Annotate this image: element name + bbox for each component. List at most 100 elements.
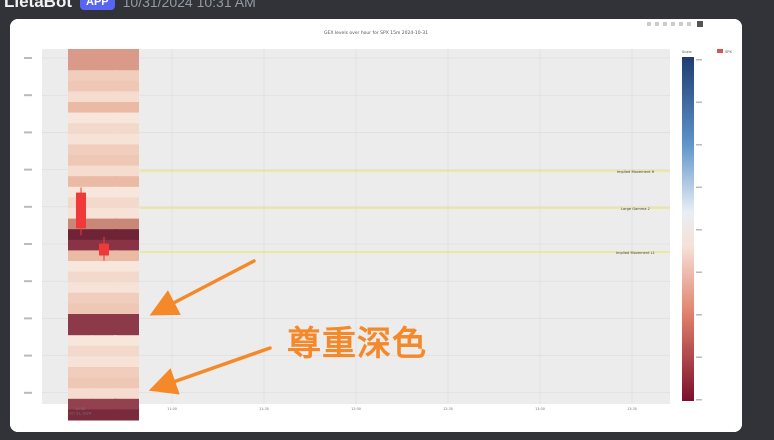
legend-swatch	[717, 49, 723, 53]
x-tick-label: 10:30	[75, 407, 85, 411]
heatmap-cell	[68, 123, 93, 135]
heatmap-cell	[68, 377, 93, 389]
heatmap-cell	[92, 208, 117, 220]
heatmap-cell	[68, 367, 93, 379]
x-tick-label: 11:30	[259, 407, 269, 411]
heatmap-cell	[114, 144, 139, 156]
heatmap-cell	[68, 176, 93, 188]
annotation-implied-low: Implied Movement L1	[616, 251, 655, 255]
autoscale-icon[interactable]	[687, 22, 691, 26]
heatmap-cell	[68, 271, 93, 283]
heatmap-cell	[68, 155, 93, 167]
heatmap-cell	[68, 356, 93, 368]
heatmap-cell	[68, 49, 93, 61]
heatmap-cell	[92, 218, 117, 230]
zoom-in-icon[interactable]	[671, 22, 675, 26]
bot-username[interactable]: LietaBot	[4, 0, 72, 11]
heatmap-cell	[68, 112, 93, 124]
heatmap-cell	[92, 144, 117, 156]
x-tick-label: 13:00	[535, 407, 545, 411]
legend-entry-label: SPX	[725, 50, 732, 54]
y-tick-label	[24, 317, 32, 320]
heatmap-cell	[114, 282, 139, 294]
heatmap-cell	[92, 282, 117, 294]
candle-body	[76, 192, 86, 229]
annotation-implied-high: Implied Movement H	[617, 170, 655, 174]
heatmap-cell	[114, 388, 139, 400]
heatmap-cell	[92, 292, 117, 304]
heatmap-cell	[114, 398, 139, 410]
heatmap-cell	[114, 324, 139, 336]
heatmap-cell	[114, 218, 139, 230]
heatmap-cell	[114, 155, 139, 167]
y-tick-label	[24, 243, 32, 245]
heatmap-cell	[114, 91, 139, 103]
heatmap-cell	[92, 112, 117, 124]
y-axis-ticks	[24, 57, 32, 394]
colorbar-tick	[696, 59, 702, 61]
chart-title: GEX levels over hour for SPX 15m 2024-10…	[324, 30, 428, 36]
heatmap-cell	[92, 133, 117, 145]
heatmap-cell	[114, 377, 139, 389]
heatmap-cell	[114, 80, 139, 92]
colorbar-title: Scale	[682, 50, 692, 54]
heatmap-cell	[114, 186, 139, 198]
heatmap-cell	[114, 292, 139, 304]
colorbar-gradient	[682, 57, 694, 401]
heatmap-cell	[114, 102, 139, 114]
pan-icon[interactable]	[663, 22, 667, 26]
colorbar: Scale	[682, 50, 702, 401]
heatmap-cell	[114, 314, 139, 326]
zoom-out-icon[interactable]	[679, 22, 683, 26]
y-tick-label	[24, 280, 32, 283]
heatmap-cell	[92, 176, 117, 188]
y-tick-label	[24, 131, 32, 134]
heatmap-cell	[68, 409, 93, 421]
heatmap-cell	[114, 59, 139, 71]
heatmap-cell	[92, 186, 117, 198]
heatmap-cell	[92, 324, 117, 336]
heatmap-cell	[114, 176, 139, 188]
heatmap-cell	[68, 250, 93, 262]
heatmap-cell	[114, 261, 139, 273]
zoom-icon[interactable]	[655, 22, 659, 26]
heatmap-cell	[68, 388, 93, 400]
heatmap-cell	[68, 345, 93, 357]
camera-icon[interactable]	[647, 22, 651, 26]
y-tick-label	[24, 354, 32, 357]
heatmap-cells	[68, 49, 139, 421]
chart-legend[interactable]: SPX	[717, 49, 732, 54]
heatmap-cell	[114, 165, 139, 177]
callout-text: 尊重深色	[287, 324, 427, 364]
heatmap-cell	[114, 70, 139, 82]
message-timestamp[interactable]: 10/31/2024 10:31 AM	[122, 0, 256, 10]
heatmap-cell	[92, 388, 117, 400]
heatmap-cell	[68, 59, 93, 71]
chart-image-attachment[interactable]: GEX levels over hour for SPX 15m 2024-10…	[10, 19, 742, 432]
heatmap-cell	[92, 261, 117, 273]
heatmap-cell	[68, 324, 93, 336]
heatmap-cell	[92, 229, 117, 241]
heatmap-cell	[68, 102, 93, 114]
y-tick-label	[24, 168, 32, 171]
heatmap-cell	[114, 229, 139, 241]
heatmap-cell	[114, 335, 139, 347]
x-tick-label: Oct 31, 2024	[69, 412, 91, 416]
colorbar-tick	[696, 356, 702, 358]
x-tick-label: 12:30	[443, 407, 453, 411]
heatmap-cell	[114, 133, 139, 145]
colorbar-tick	[696, 229, 702, 231]
y-tick-label	[24, 94, 32, 97]
heatmap-cell	[92, 59, 117, 71]
gex-heatmap-chart: GEX levels over hour for SPX 15m 2024-10…	[10, 19, 742, 432]
heatmap-cell	[68, 303, 93, 315]
colorbar-ticks	[696, 59, 702, 401]
heatmap-cell	[114, 123, 139, 135]
heatmap-cell	[92, 197, 117, 209]
reset-icon[interactable]	[697, 21, 703, 27]
heatmap-cell	[114, 345, 139, 357]
colorbar-tick	[696, 101, 702, 103]
heatmap-cell	[68, 144, 93, 156]
heatmap-cell	[92, 91, 117, 103]
heatmap-cell	[114, 197, 139, 209]
